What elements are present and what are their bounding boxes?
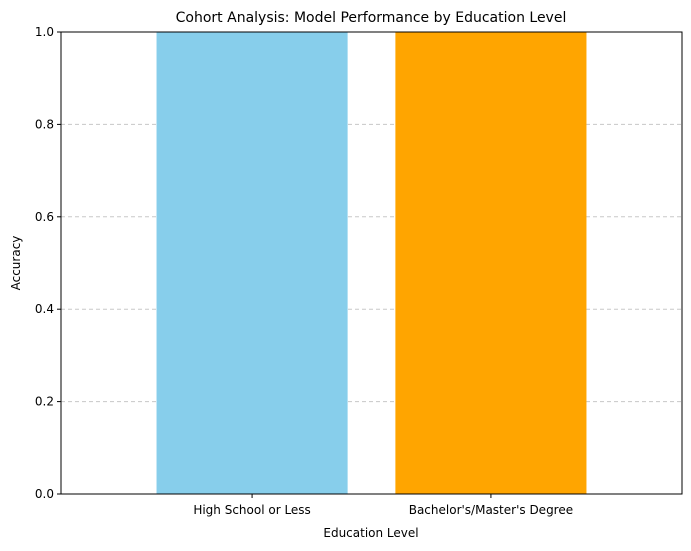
x-tick-label-0: High School or Less (193, 503, 311, 517)
y-axis-label: Accuracy (9, 236, 23, 291)
y-axis-ticks: 0.0 0.2 0.4 0.6 0.8 1.0 (35, 25, 61, 501)
plot-frame (60, 31, 683, 495)
bar-1 (395, 32, 587, 494)
y-tick-label-0: 0.0 (35, 487, 54, 501)
bar-0 (156, 32, 348, 494)
x-axis-ticks: High School or Less Bachelor's/Master's D… (193, 494, 573, 517)
grid-lines (61, 123, 682, 403)
y-tick-label-4: 0.8 (35, 117, 54, 131)
x-axis-label: Education Level (323, 526, 418, 540)
y-tick-label-3: 0.6 (35, 210, 54, 224)
y-tick-label-2: 0.4 (35, 302, 54, 316)
y-tick-label-1: 0.2 (35, 395, 54, 409)
y-tick-label-5: 1.0 (35, 25, 54, 39)
x-tick-label-1: Bachelor's/Master's Degree (409, 503, 573, 517)
chart-title: Cohort Analysis: Model Performance by Ed… (176, 10, 567, 26)
bars (156, 32, 587, 494)
